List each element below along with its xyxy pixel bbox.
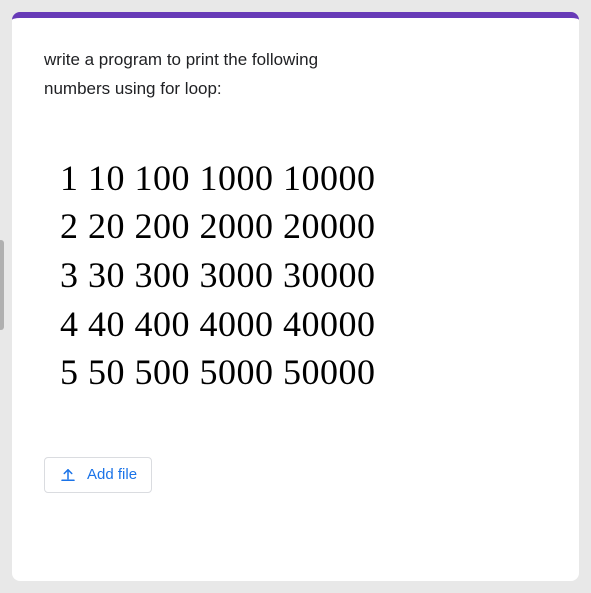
number-row: 1 10 100 1000 10000: [60, 154, 547, 203]
number-row: 2 20 200 2000 20000: [60, 202, 547, 251]
scroll-indicator: [0, 240, 4, 330]
question-card: write a program to print the following n…: [12, 12, 579, 581]
question-line-1: write a program to print the following: [44, 50, 318, 69]
add-file-button[interactable]: Add file: [44, 457, 152, 493]
number-output-block: 1 10 100 1000 10000 2 20 200 2000 20000 …: [44, 154, 547, 397]
question-text: write a program to print the following n…: [44, 46, 547, 104]
number-row: 5 50 500 5000 50000: [60, 348, 547, 397]
upload-icon: [59, 466, 77, 484]
number-row: 3 30 300 3000 30000: [60, 251, 547, 300]
question-line-2: numbers using for loop:: [44, 79, 222, 98]
number-row: 4 40 400 4000 40000: [60, 300, 547, 349]
add-file-label: Add file: [87, 466, 137, 483]
